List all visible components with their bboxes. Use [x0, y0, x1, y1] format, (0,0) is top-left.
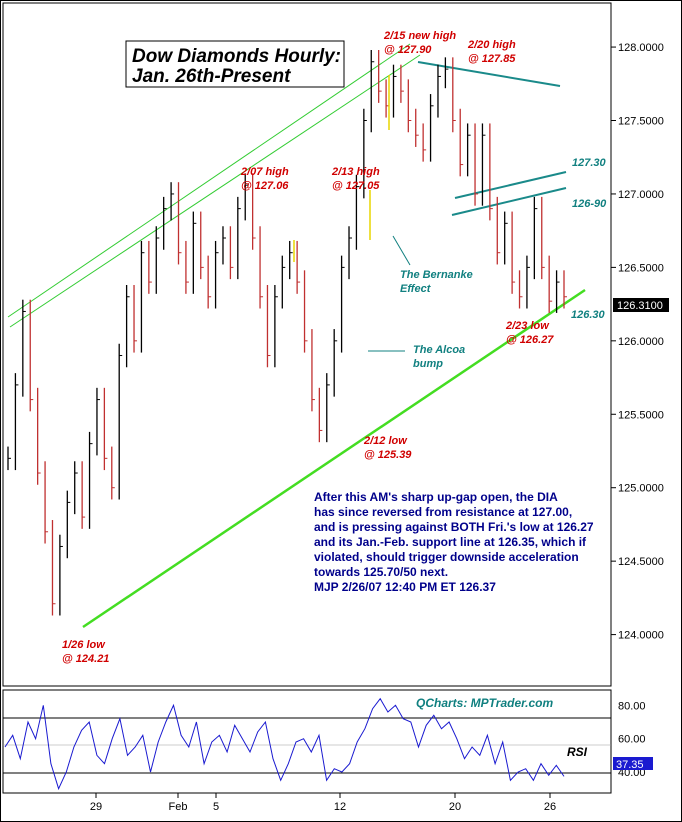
commentary-line: violated, should trigger downside accele…	[314, 550, 579, 564]
rsi-line	[4, 697, 565, 791]
price-tick-label: 127.5000	[618, 116, 664, 128]
time-tick-label: 5	[213, 801, 219, 813]
chart-title: Dow Diamonds Hourly:	[132, 46, 341, 67]
last-price-box	[613, 298, 669, 312]
price-tick-label: 124.0000	[618, 630, 664, 642]
time-tick-label: 12	[334, 801, 346, 813]
price-bars	[7, 50, 567, 616]
time-tick-label: Feb	[169, 801, 188, 813]
time-axis: 29 Feb 5 12 20 26	[90, 793, 556, 813]
chart-subtitle: Jan. 26th-Present	[132, 66, 291, 87]
price-tick-label: 125.0000	[618, 483, 664, 495]
commentary-line: After this AM's sharp up-gap open, the D…	[314, 490, 558, 504]
price-plot-area	[2, 2, 612, 687]
annotation-feb07-high: 2/07 high	[240, 166, 289, 178]
rsi-last-box	[613, 757, 653, 770]
commentary-line: and is pressing against BOTH Fri.'s low …	[314, 520, 594, 534]
last-price-label: 126.3100	[617, 300, 663, 312]
support-line	[82, 288, 586, 629]
rsi-tick-label: 60.00	[618, 734, 646, 746]
annotation-jan26-low: 1/26 low	[62, 639, 106, 651]
annotation-feb23-low-value: @ 126.27	[506, 334, 554, 346]
annotation-feb12-low: 2/12 low	[363, 435, 408, 447]
price-tick-label: 126.0000	[618, 336, 664, 348]
commentary-signature: MJP 2/26/07 12:40 PM ET 126.37	[314, 580, 496, 594]
price-axis-ticks: 128.0000 127.5000 127.0000 126.5000 126.0000…	[611, 42, 664, 642]
bernanke-pointer	[392, 235, 411, 266]
price-tick-label: 127.0000	[618, 189, 664, 201]
annotation-bernanke: The Bernanke	[400, 269, 473, 281]
annotation-alcoa-line2: bump	[413, 358, 443, 370]
commentary-line: towards 125.70/50 next.	[314, 565, 448, 579]
rsi-tick-label: 80.00	[618, 700, 646, 712]
annotation-feb13-high-value: @ 127.05	[332, 180, 380, 192]
time-tick-label: 29	[90, 801, 102, 813]
rsi-last-value: 37.35	[616, 759, 644, 771]
channel-upper-line	[7, 43, 411, 318]
rsi-watermark: QCharts: MPTrader.com	[416, 696, 553, 710]
annotation-feb15-high-value: @ 127.90	[384, 44, 432, 56]
commentary-line: has since reversed from resistance at 12…	[314, 505, 572, 519]
annotation-feb13-high: 2/13 high	[331, 166, 380, 178]
level-label-12630: 126.30	[571, 309, 606, 321]
annotation-jan26-low-value: @ 124.21	[62, 653, 109, 665]
price-tick-label: 124.5000	[618, 556, 664, 568]
commentary-line: and its Jan.-Feb. support line at 126.35…	[314, 535, 587, 549]
annotation-feb20-high-value: @ 127.85	[468, 53, 516, 65]
price-tick-label: 128.0000	[618, 42, 664, 54]
annotation-feb07-high-value: @ 127.06	[241, 180, 289, 192]
title-box	[125, 40, 345, 88]
level-label-12690: 126-90	[572, 198, 607, 210]
rsi-label: RSI	[567, 745, 588, 759]
price-tick-label: 126.5000	[618, 262, 664, 274]
channel-lower-line	[9, 54, 421, 328]
commentary-block: After this AM's sharp up-gap open, the D…	[314, 490, 594, 594]
teal-line-top	[417, 61, 561, 87]
annotation-alcoa: The Alcoa	[413, 344, 465, 356]
level-label-12730: 127.30	[572, 157, 607, 169]
price-tick-label: 125.5000	[618, 409, 664, 421]
time-tick-label: 26	[544, 801, 556, 813]
annotation-feb23-low: 2/23 low	[505, 320, 550, 332]
annotation-feb15-high: 2/15 new high	[383, 30, 456, 42]
annotation-feb12-low-value: @ 125.39	[364, 449, 412, 461]
teal-line-mid1	[454, 171, 567, 199]
annotation-bernanke-line2: Effect	[400, 283, 432, 295]
annotation-feb20-high: 2/20 high	[467, 39, 516, 51]
teal-line-mid2	[451, 187, 567, 216]
time-tick-label: 20	[449, 801, 461, 813]
